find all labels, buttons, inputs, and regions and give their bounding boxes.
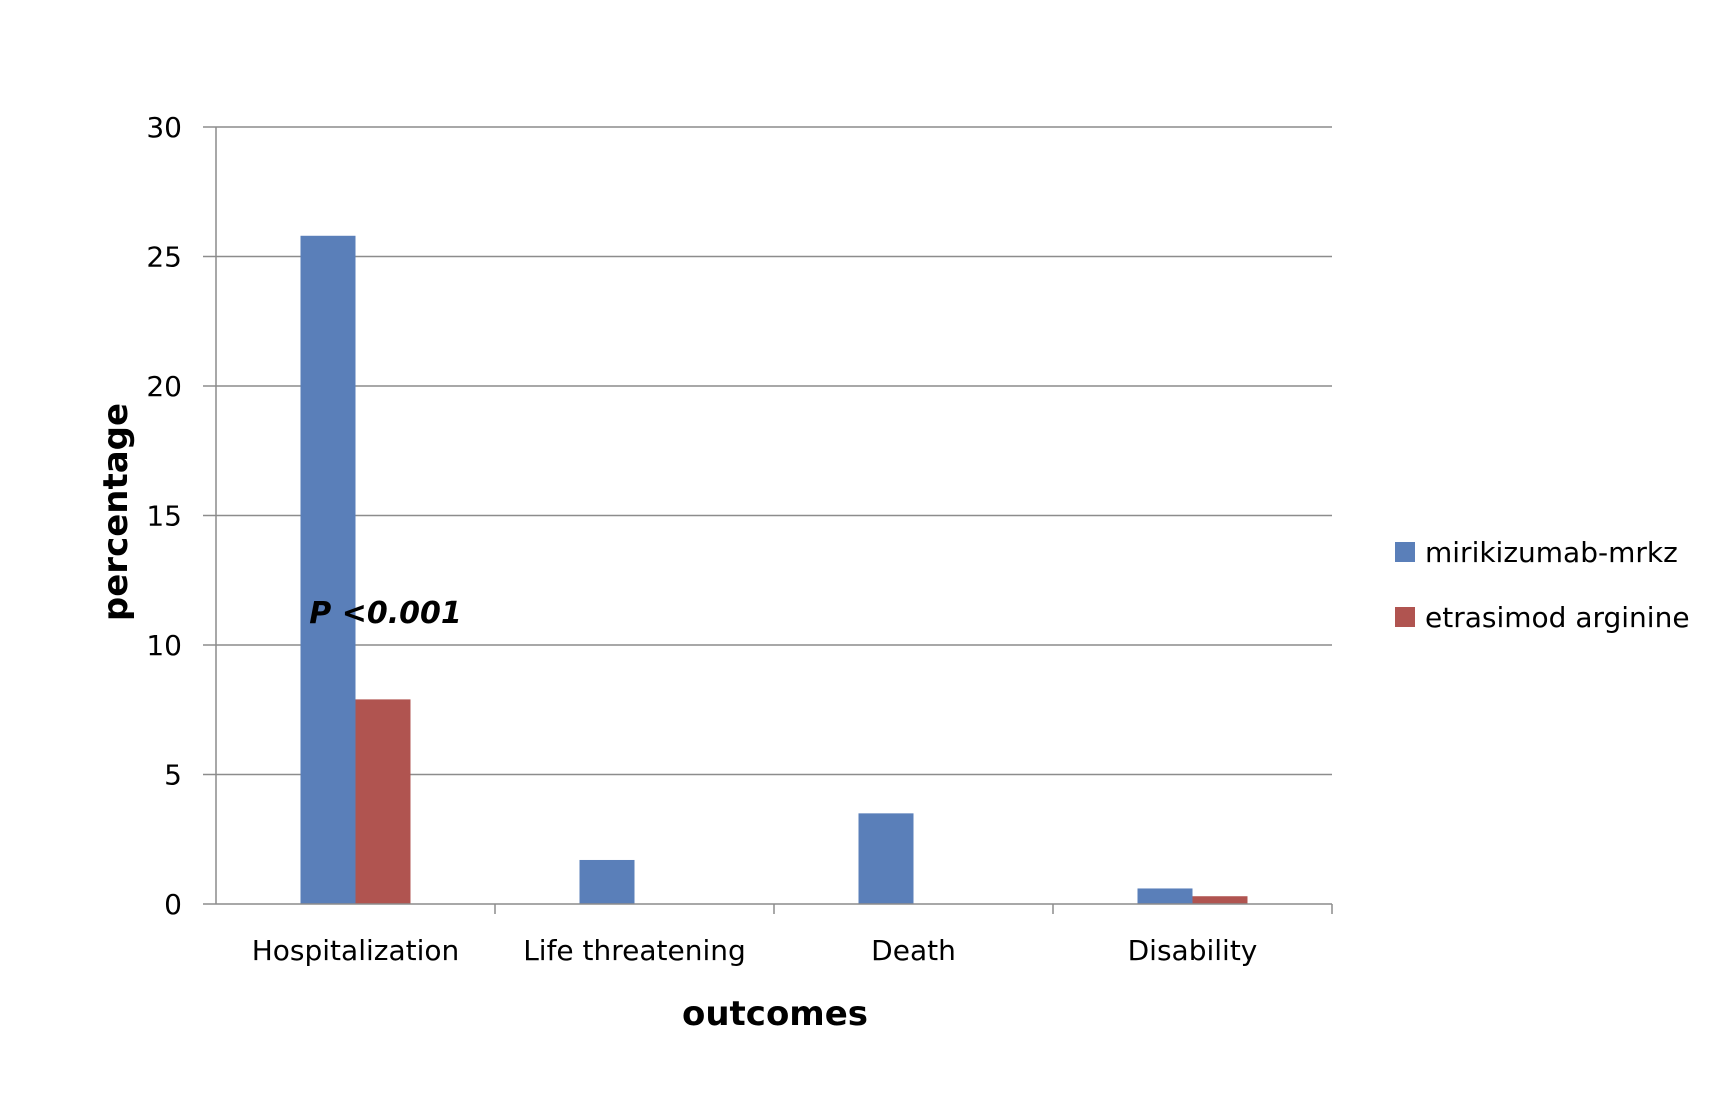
x-tick-label: Life threatening (523, 934, 746, 967)
y-tick-label: 25 (146, 241, 182, 274)
x-tick-label: Hospitalization (252, 934, 460, 967)
y-axis-ticks: 0 5 10 15 20 25 30 (146, 111, 216, 921)
y-tick-label: 5 (164, 759, 182, 792)
bar (355, 699, 411, 904)
y-tick-label: 15 (146, 500, 182, 533)
bar (1137, 888, 1193, 904)
legend: mirikizumab-mrkz etrasimod arginine (1395, 536, 1690, 634)
bar (300, 235, 356, 904)
bars (300, 235, 1248, 904)
legend-swatch (1395, 542, 1415, 562)
x-tick-label: Death (871, 934, 956, 967)
legend-label: mirikizumab-mrkz (1425, 536, 1678, 569)
y-tick-label: 0 (164, 888, 182, 921)
x-axis-title: outcomes (682, 994, 868, 1034)
p-value-annotation: P <0.001 (309, 596, 461, 631)
bar (1192, 896, 1248, 904)
x-axis-ticks: Hospitalization Life threatening Death Disa… (252, 904, 1333, 967)
y-tick-label: 20 (146, 370, 182, 403)
gridlines (216, 126, 1332, 776)
y-tick-label: 30 (146, 111, 182, 144)
bar (858, 813, 914, 904)
y-axis-title: percentage (96, 403, 136, 621)
x-tick-label: Disability (1128, 934, 1258, 967)
legend-swatch (1395, 607, 1415, 627)
y-tick-label: 10 (146, 629, 182, 662)
legend-label: etrasimod arginine (1425, 601, 1690, 634)
bar (579, 859, 635, 904)
